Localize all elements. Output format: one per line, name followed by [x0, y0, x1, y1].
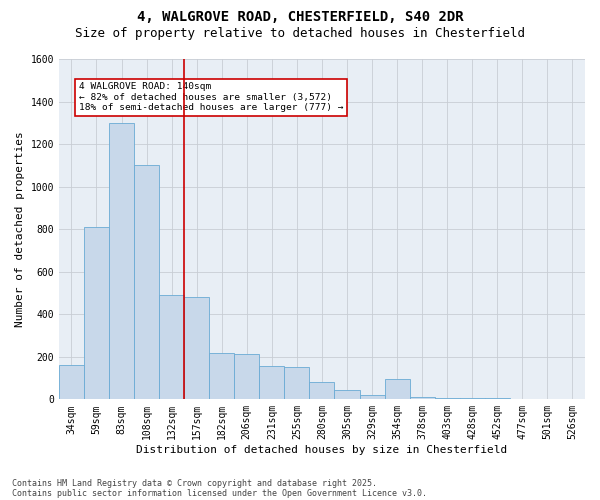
- Bar: [159, 295, 184, 400]
- Bar: [334, 390, 359, 400]
- X-axis label: Distribution of detached houses by size in Chesterfield: Distribution of detached houses by size …: [136, 445, 508, 455]
- Text: Size of property relative to detached houses in Chesterfield: Size of property relative to detached ho…: [75, 28, 525, 40]
- Text: 4, WALGROVE ROAD, CHESTERFIELD, S40 2DR: 4, WALGROVE ROAD, CHESTERFIELD, S40 2DR: [137, 10, 463, 24]
- Bar: [460, 398, 485, 400]
- Bar: [84, 227, 109, 400]
- Y-axis label: Number of detached properties: Number of detached properties: [15, 132, 25, 327]
- Bar: [259, 366, 284, 400]
- Bar: [234, 354, 259, 400]
- Text: 4 WALGROVE ROAD: 140sqm
← 82% of detached houses are smaller (3,572)
18% of semi: 4 WALGROVE ROAD: 140sqm ← 82% of detache…: [79, 82, 343, 112]
- Bar: [209, 352, 234, 400]
- Text: Contains HM Land Registry data © Crown copyright and database right 2025.: Contains HM Land Registry data © Crown c…: [12, 478, 377, 488]
- Bar: [410, 397, 434, 400]
- Bar: [385, 379, 410, 400]
- Bar: [434, 398, 460, 400]
- Bar: [485, 398, 510, 400]
- Text: Contains public sector information licensed under the Open Government Licence v3: Contains public sector information licen…: [12, 488, 427, 498]
- Bar: [134, 166, 159, 400]
- Bar: [109, 123, 134, 400]
- Bar: [310, 382, 334, 400]
- Bar: [284, 368, 310, 400]
- Bar: [184, 297, 209, 400]
- Bar: [359, 395, 385, 400]
- Bar: [59, 366, 84, 400]
